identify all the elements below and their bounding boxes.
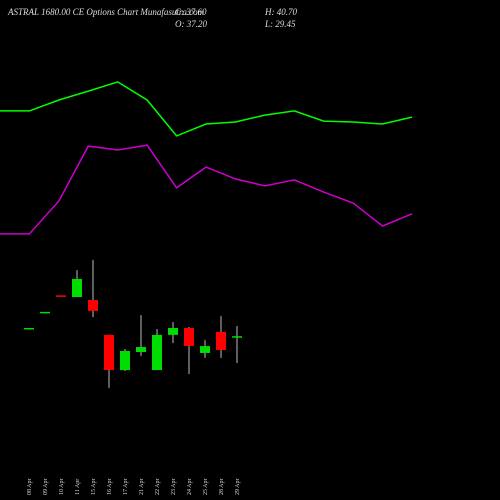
candle-body bbox=[104, 334, 114, 371]
x-tick-label: 15 Apr bbox=[91, 478, 97, 495]
x-tick-label: 08 Apr bbox=[27, 478, 33, 495]
x-tick-label: 22 Apr bbox=[155, 478, 161, 495]
x-tick-label: 29 Apr bbox=[235, 478, 241, 495]
x-tick-label: 17 Apr bbox=[123, 478, 129, 495]
x-tick-label: 11 Apr bbox=[75, 479, 81, 495]
low-label: L: 29.45 bbox=[264, 19, 296, 29]
candle-body bbox=[200, 346, 210, 353]
candle-body bbox=[24, 327, 34, 330]
chart-title: ASTRAL 1680.00 CE Options Chart Munafasu… bbox=[7, 7, 205, 17]
x-tick-label: 10 Apr bbox=[59, 478, 65, 495]
x-tick-label: 24 Apr bbox=[187, 478, 193, 495]
x-tick-label: 09 Apr bbox=[43, 478, 49, 495]
candle-body bbox=[72, 278, 82, 298]
candle-body bbox=[152, 334, 162, 371]
candle-body bbox=[120, 350, 130, 371]
candle-body bbox=[168, 327, 178, 335]
candle-body bbox=[136, 347, 146, 352]
high-label: H: 40.70 bbox=[264, 7, 297, 17]
candle-body bbox=[88, 300, 98, 311]
x-tick-label: 16 Apr bbox=[107, 478, 113, 495]
x-tick-label: 23 Apr bbox=[171, 478, 177, 495]
indicator-line bbox=[0, 81, 413, 137]
candle-body bbox=[216, 331, 226, 350]
x-tick-label: 28 Apr bbox=[219, 478, 225, 495]
open-label: O: 37.20 bbox=[175, 19, 207, 29]
close-label: C: 37.60 bbox=[175, 7, 207, 17]
candle-body bbox=[184, 327, 194, 347]
candle-body bbox=[40, 311, 50, 314]
x-tick-label: 21 Apr bbox=[139, 478, 145, 495]
candle-body bbox=[232, 336, 242, 338]
x-tick-label: 25 Apr bbox=[203, 478, 209, 495]
indicator-line bbox=[0, 144, 413, 235]
candle-body bbox=[56, 295, 66, 297]
